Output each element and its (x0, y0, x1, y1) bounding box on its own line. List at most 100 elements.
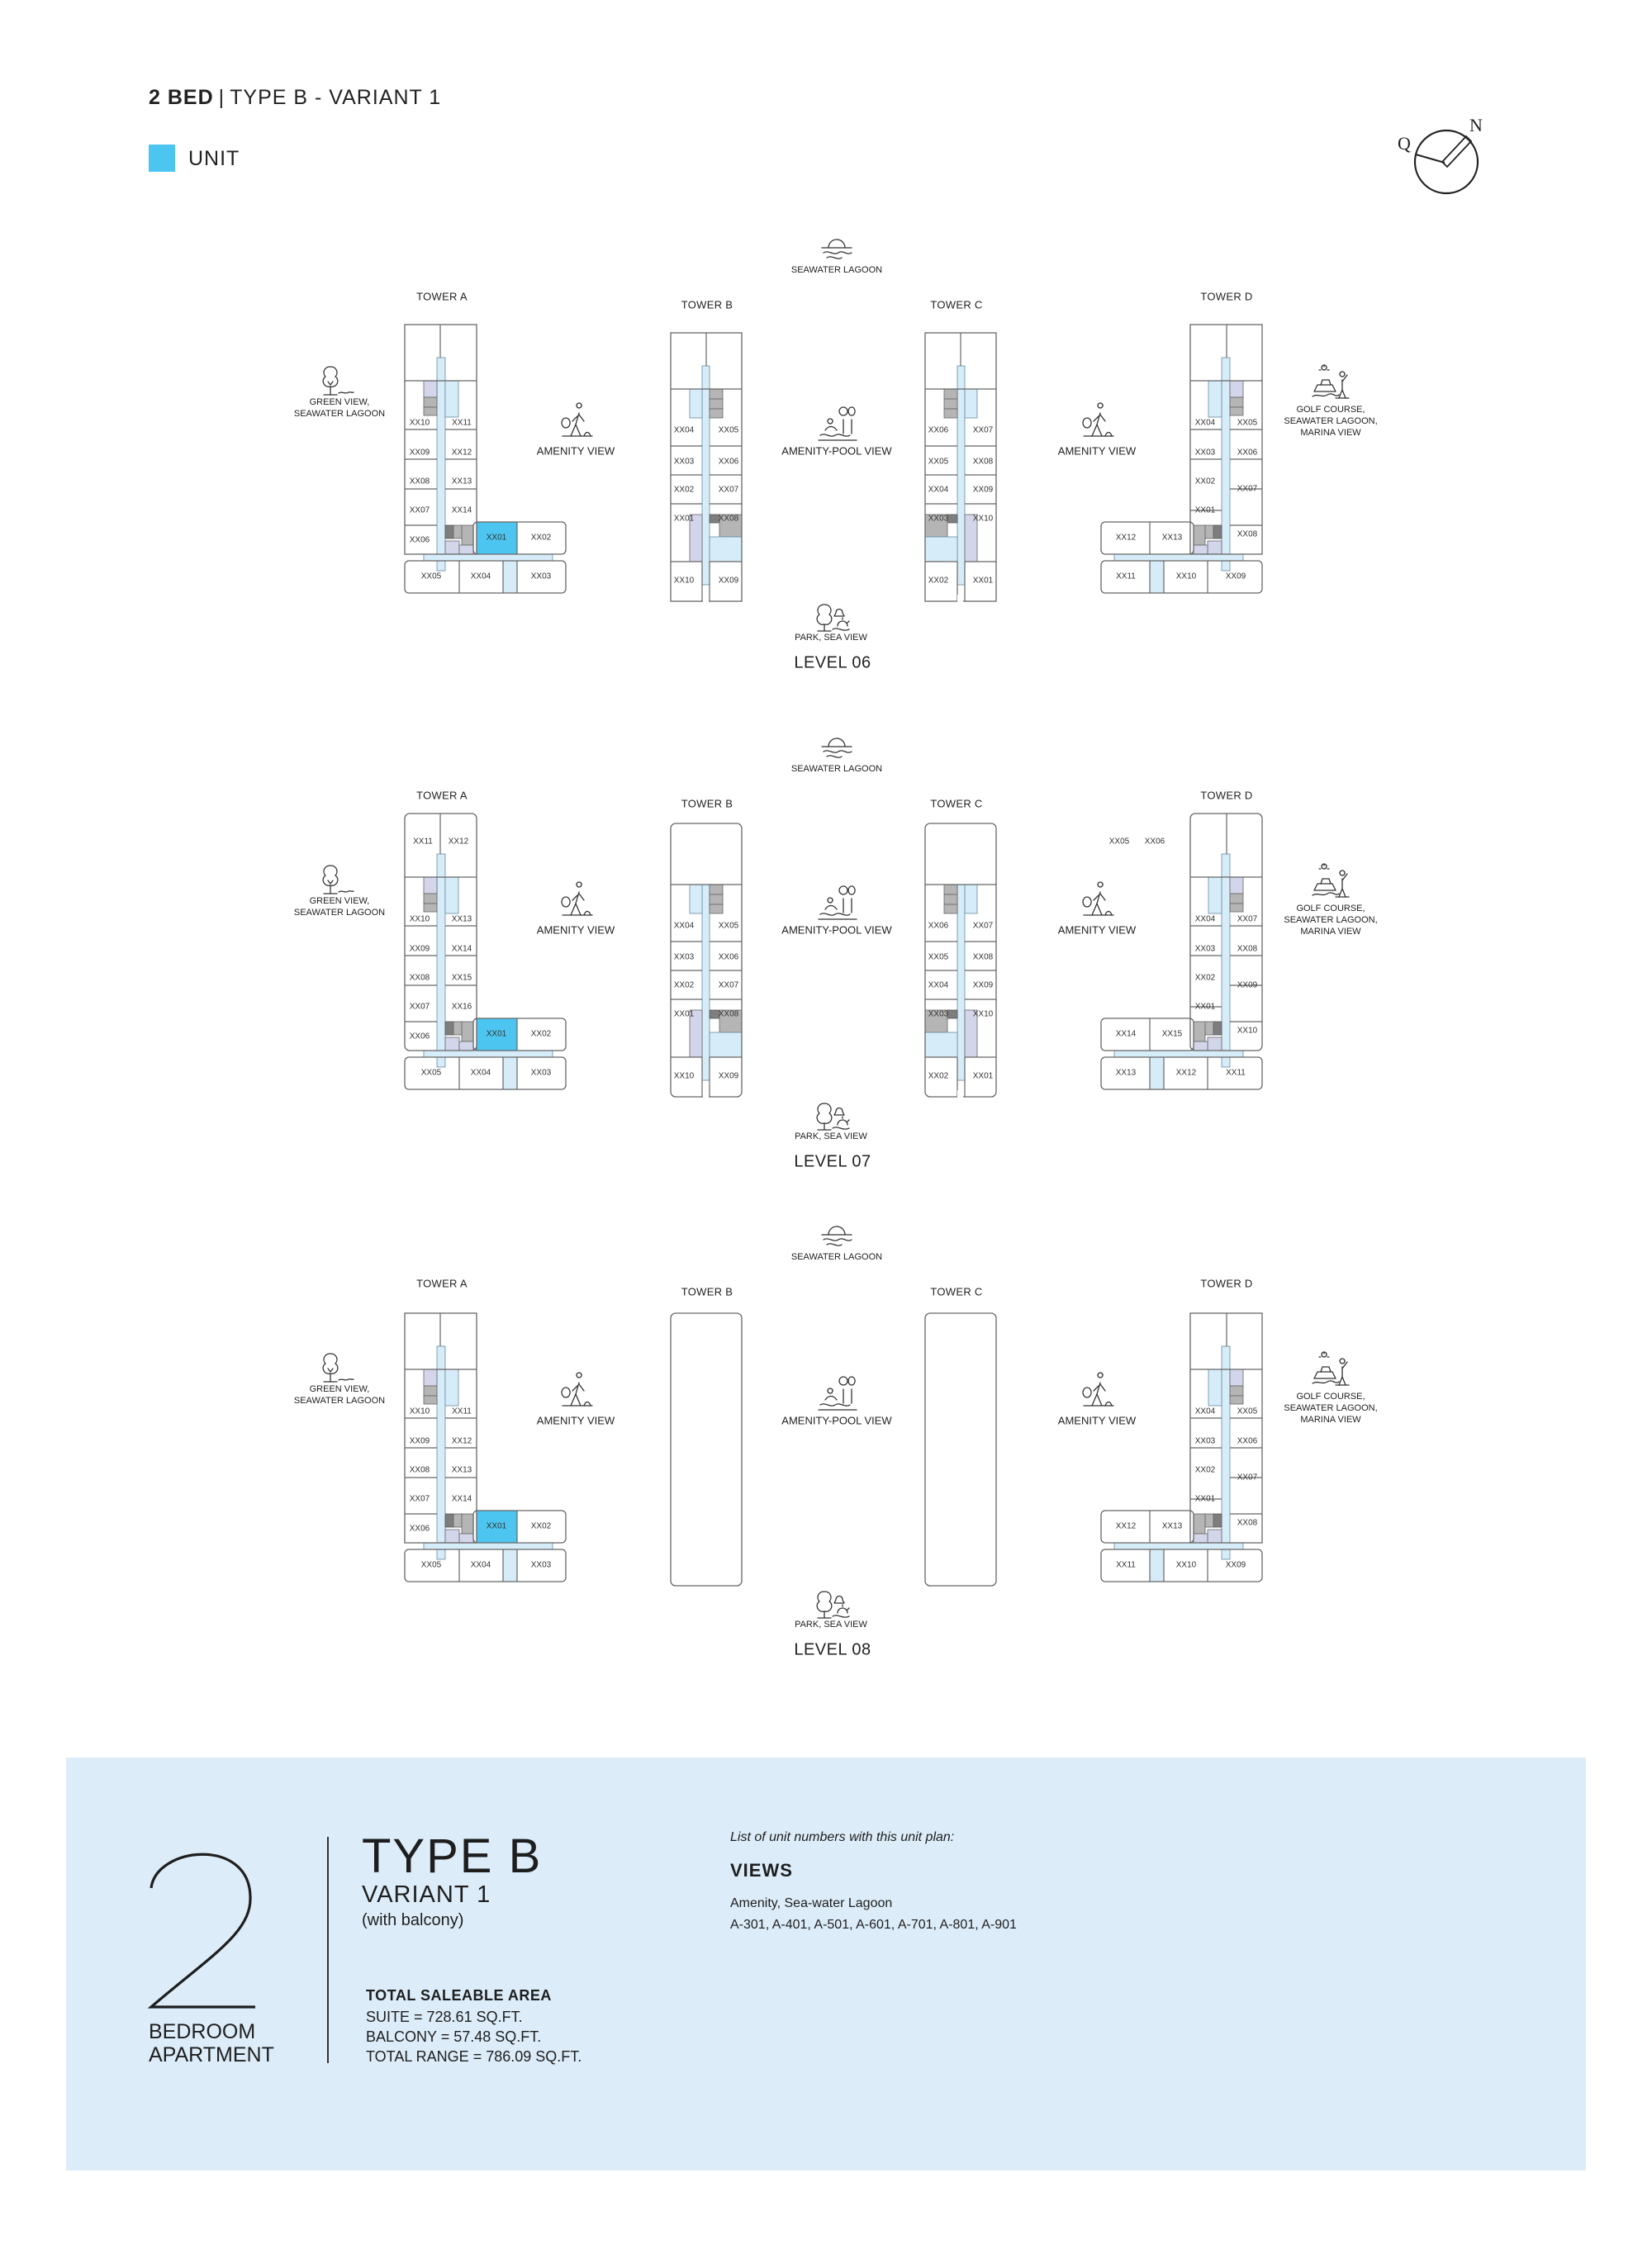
icon-stroke (322, 1353, 339, 1374)
unit-label: XX07 (1237, 1473, 1258, 1483)
unit-label: XX08 (1237, 945, 1258, 954)
view-label-amenity-pool: AMENITY-POOL VIEW (781, 1414, 892, 1426)
icon-stroke (1338, 878, 1346, 898)
corridor-vertical (436, 1345, 446, 1560)
entrance-notch (957, 595, 963, 602)
unit-label: XX11 (452, 419, 472, 428)
core-room (924, 1009, 948, 1033)
wing-outline (1100, 1510, 1194, 1544)
icon-stroke (327, 381, 334, 386)
lift-core (943, 894, 958, 905)
icon-stroke (828, 1226, 846, 1236)
icon-stroke (838, 885, 848, 895)
icon-stroke (1339, 870, 1346, 876)
icon-stroke (1312, 393, 1340, 397)
lobby (1208, 876, 1222, 914)
core-room (924, 514, 948, 538)
lobby (444, 380, 459, 418)
bedroom-label-line1: BEDROOM (149, 2020, 256, 2043)
core-room (1193, 524, 1206, 546)
lobby (964, 388, 978, 419)
lobby (709, 536, 743, 562)
icon-stroke (832, 1127, 850, 1130)
amenity-pool-view-icon (818, 406, 857, 441)
unit-label: XX05 (421, 1561, 442, 1570)
core-room (461, 1513, 474, 1535)
entrance-notch (703, 1090, 709, 1098)
icon-stroke (1312, 1380, 1340, 1384)
unit-label: XX10 (410, 1407, 430, 1416)
unit-label: XX13 (1116, 1069, 1137, 1078)
icon-stroke (576, 402, 582, 409)
tower-a-plan: XX10 XX09 XX08 XX07 XX06 XX11 XX12 XX13 XX14 XX01… (404, 324, 567, 594)
icon-stroke (1338, 379, 1346, 399)
tower-label: TOWER A (416, 290, 468, 302)
lobby (709, 1032, 743, 1058)
golf-course-marina-view-icon (1312, 863, 1350, 898)
unit-label: XX09 (719, 1072, 739, 1081)
corridor-horizontal (423, 553, 553, 562)
amenity-view-icon (1082, 1372, 1114, 1407)
page-title: 2 BED | TYPE B - VARIANT 1 (149, 86, 441, 110)
unit-label: XX10 (674, 1072, 695, 1081)
unit-label: XX07 (973, 922, 994, 931)
icon-stroke (832, 1615, 850, 1618)
corridor-bottom (1149, 560, 1165, 594)
bottom-wing-outline (404, 1056, 567, 1090)
service-room (423, 380, 438, 398)
icon-stroke (1104, 431, 1113, 437)
legend-unit-label: UNIT (188, 147, 240, 170)
unit-label: XX10 (410, 419, 430, 428)
wing-outline (472, 521, 567, 555)
amenity-view-icon (561, 402, 593, 437)
lift-core (1229, 903, 1244, 913)
unit-label: XX05 (928, 953, 949, 962)
green-view-icon (322, 865, 354, 894)
lift-core (423, 406, 438, 416)
icon-stroke (838, 1376, 848, 1386)
icon-stroke (1091, 903, 1098, 916)
service-room (458, 544, 474, 555)
divider (327, 1837, 329, 2063)
icon-stroke (578, 414, 585, 422)
corridor-bottom (502, 560, 518, 594)
unit-label: XX07 (719, 486, 739, 495)
view-label-right: MARINA VIEW (1300, 927, 1361, 937)
icon-stroke (1104, 1401, 1113, 1407)
bottom-wing-outline (404, 1549, 567, 1582)
unit-label: XX12 (452, 1437, 472, 1446)
icon-stroke (819, 913, 851, 916)
corridor-bottom (502, 1056, 518, 1090)
lift-core (423, 396, 438, 408)
unit-label: XX12 (1176, 1069, 1197, 1078)
icon-stroke (842, 1116, 850, 1122)
lift-core (1229, 396, 1244, 408)
unit-label: XX09 (410, 945, 430, 954)
service-room (1207, 1037, 1222, 1051)
icon-stroke (1341, 374, 1348, 382)
icon-stroke (816, 1591, 833, 1612)
unit-label: XX07 (410, 1003, 430, 1012)
tower-d-plan: XX05 XX06 XX07 XX08 XX04 XX03 XX02 XX01 XX12 XX13… (1100, 1312, 1263, 1582)
icon-stroke (833, 608, 845, 617)
unit-label: XX05 (1237, 1407, 1258, 1416)
corridor-vertical (701, 365, 710, 586)
icon-stroke (572, 1385, 578, 1392)
unit-label: XX11 (413, 837, 433, 847)
unit-label: XX05 (719, 922, 739, 931)
unit-label: XX10 (1237, 1027, 1258, 1036)
unit-label: XX01 (487, 1030, 507, 1039)
icon-stroke (338, 391, 354, 394)
lobby (924, 536, 958, 562)
view-label-right: GOLF COURSE, (1296, 904, 1365, 913)
view-label-top: SEAWATER LAGOON (791, 764, 882, 774)
icon-stroke (338, 890, 354, 893)
service-room (1207, 1529, 1222, 1544)
unit-label: XX03 (1195, 448, 1216, 458)
lobby (689, 884, 703, 914)
icon-stroke (570, 1393, 577, 1407)
icon-stroke (826, 1243, 843, 1246)
unit-label: XX05 (928, 458, 949, 467)
unit-label: XX04 (1195, 419, 1216, 428)
unit-label: XX04 (1195, 1407, 1216, 1416)
